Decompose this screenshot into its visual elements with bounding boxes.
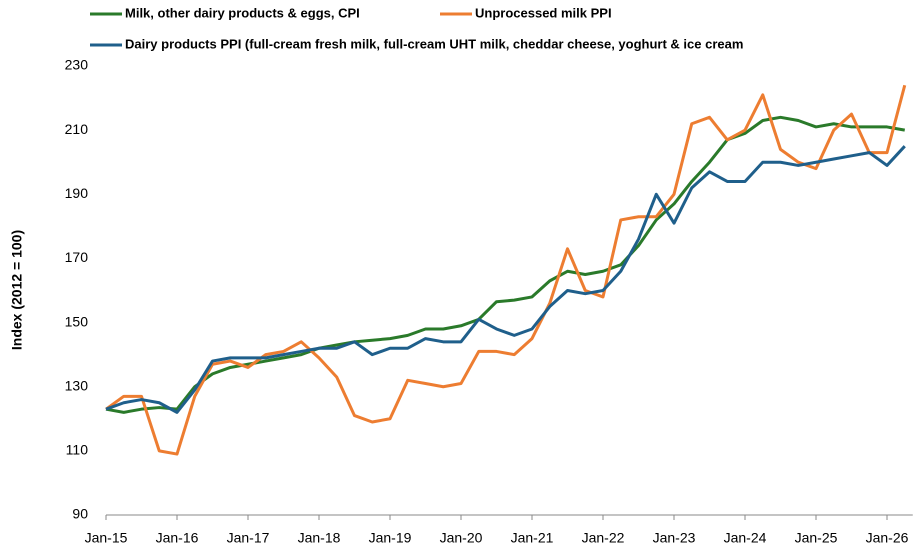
y-axis-label: Index (2012 = 100): [9, 230, 25, 350]
legend-label: Unprocessed milk PPI: [475, 5, 612, 20]
x-tick-label: Jan-19: [369, 530, 412, 546]
y-tick-label: 230: [65, 57, 89, 73]
y-tick-label: 130: [65, 377, 89, 393]
y-tick-label: 90: [72, 506, 88, 522]
x-tick-label: Jan-22: [582, 530, 625, 546]
series-line: [105, 145, 906, 414]
x-tick-label: Jan-24: [724, 530, 767, 546]
y-tick-label: 190: [65, 185, 89, 201]
x-tick-label: Jan-26: [866, 530, 909, 546]
series-line: [105, 84, 907, 456]
x-tick-label: Jan-16: [156, 530, 199, 546]
y-tick-label: 210: [65, 121, 89, 137]
legend-label: Dairy products PPI (full-cream fresh mil…: [125, 36, 743, 51]
y-tick-label: 150: [65, 313, 89, 329]
x-tick-label: Jan-20: [440, 530, 483, 546]
x-tick-label: Jan-25: [795, 530, 838, 546]
x-tick-label: Jan-17: [227, 530, 270, 546]
x-tick-label: Jan-18: [298, 530, 341, 546]
y-tick-label: 170: [65, 249, 89, 265]
x-tick-label: Jan-21: [511, 530, 554, 546]
y-tick-label: 110: [66, 442, 89, 458]
legend-label: Milk, other dairy products & eggs, CPI: [125, 5, 360, 20]
x-tick-label: Jan-15: [85, 530, 128, 546]
x-tick-label: Jan-23: [653, 530, 696, 546]
